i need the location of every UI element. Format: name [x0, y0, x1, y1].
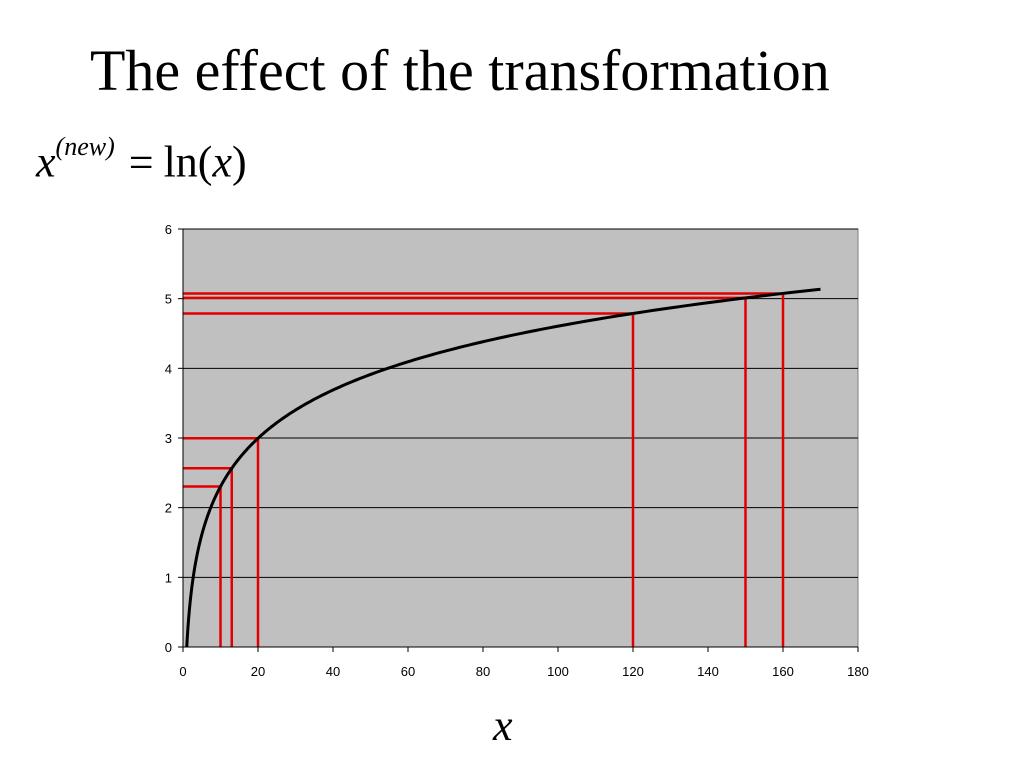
axes: [178, 228, 859, 652]
series-group: [185, 287, 821, 648]
x-tick-label-20: 20: [251, 664, 265, 679]
x-tick-label-100: 100: [547, 664, 569, 679]
x-tick-label-80: 80: [476, 664, 490, 679]
y-tick-label-5: 5: [165, 292, 172, 307]
y-tick-label-1: 1: [165, 570, 172, 585]
y-tick-label-2: 2: [165, 501, 172, 516]
x-tick-label-40: 40: [326, 664, 340, 679]
y-tick-label-0: 0: [165, 640, 172, 655]
formula-arg: x: [212, 137, 232, 187]
y-tick-label-6: 6: [165, 222, 172, 237]
x-axis-label: x: [493, 701, 513, 750]
y-tick-labels: 0 1 2 3 4 5 6: [165, 222, 172, 655]
x-tick-labels: 0 20 40 60 80 100 120 140 160 180: [179, 664, 868, 679]
x-tick-label-160: 160: [772, 664, 794, 679]
y-tick-label-4: 4: [165, 361, 172, 376]
x-tick-label-180: 180: [847, 664, 869, 679]
formula-equals: =: [128, 137, 154, 187]
series-line-1: [185, 287, 821, 648]
x-tick-label-140: 140: [697, 664, 719, 679]
slide-title: The effect of the transformation: [90, 38, 830, 103]
x-tick-label-120: 120: [622, 664, 644, 679]
formula-func: ln(: [163, 137, 213, 187]
x-tick-label-60: 60: [401, 664, 415, 679]
y-tick-label-3: 3: [165, 431, 172, 446]
formula-close: ): [231, 137, 247, 187]
formula-superscript: (new): [55, 132, 115, 161]
x-tick-label-0: 0: [179, 664, 186, 679]
formula: x(new) = ln(x): [36, 134, 247, 187]
formula-lhs-var: x: [36, 137, 56, 187]
